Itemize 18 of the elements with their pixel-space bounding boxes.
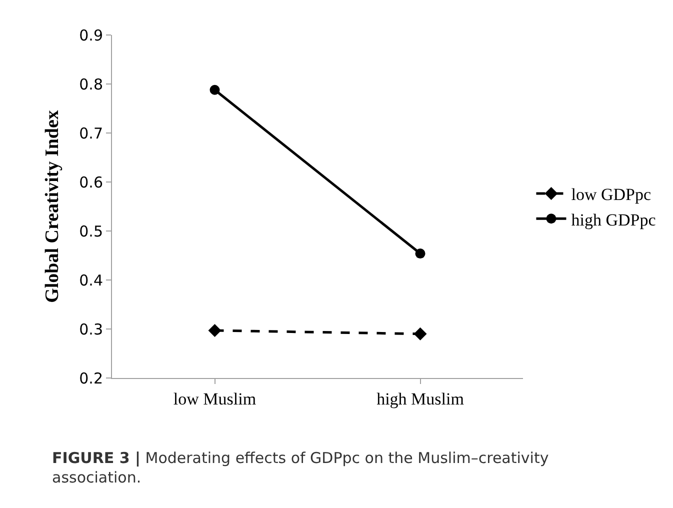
y-tick-label: 0.8: [79, 75, 103, 94]
y-tick-label: 0.9: [79, 26, 103, 44]
y-tick-label: 0.7: [79, 124, 103, 142]
y-axis-title: Global Creativity Index: [42, 110, 63, 303]
point: [415, 248, 426, 259]
x-tick-label: low Muslim: [173, 389, 256, 408]
point: [210, 84, 220, 95]
y-tick-label: 0.2: [79, 369, 103, 388]
y-tick-label: 0.6: [79, 173, 103, 192]
legend-label: low GDPpc: [571, 185, 652, 204]
legend-label: high GDPpc: [571, 210, 656, 230]
y-tick-label: 0.3: [79, 320, 103, 338]
y-tick-label: 0.5: [79, 222, 103, 240]
y-tick-label: 0.4: [79, 271, 103, 290]
point: [208, 324, 222, 337]
point: [414, 327, 427, 340]
x-tick-label: high Muslim: [376, 389, 464, 408]
caption: FIGURE 3 | Moderating effects of GDPpc on the Muslim–creativity association.: [52, 449, 549, 486]
